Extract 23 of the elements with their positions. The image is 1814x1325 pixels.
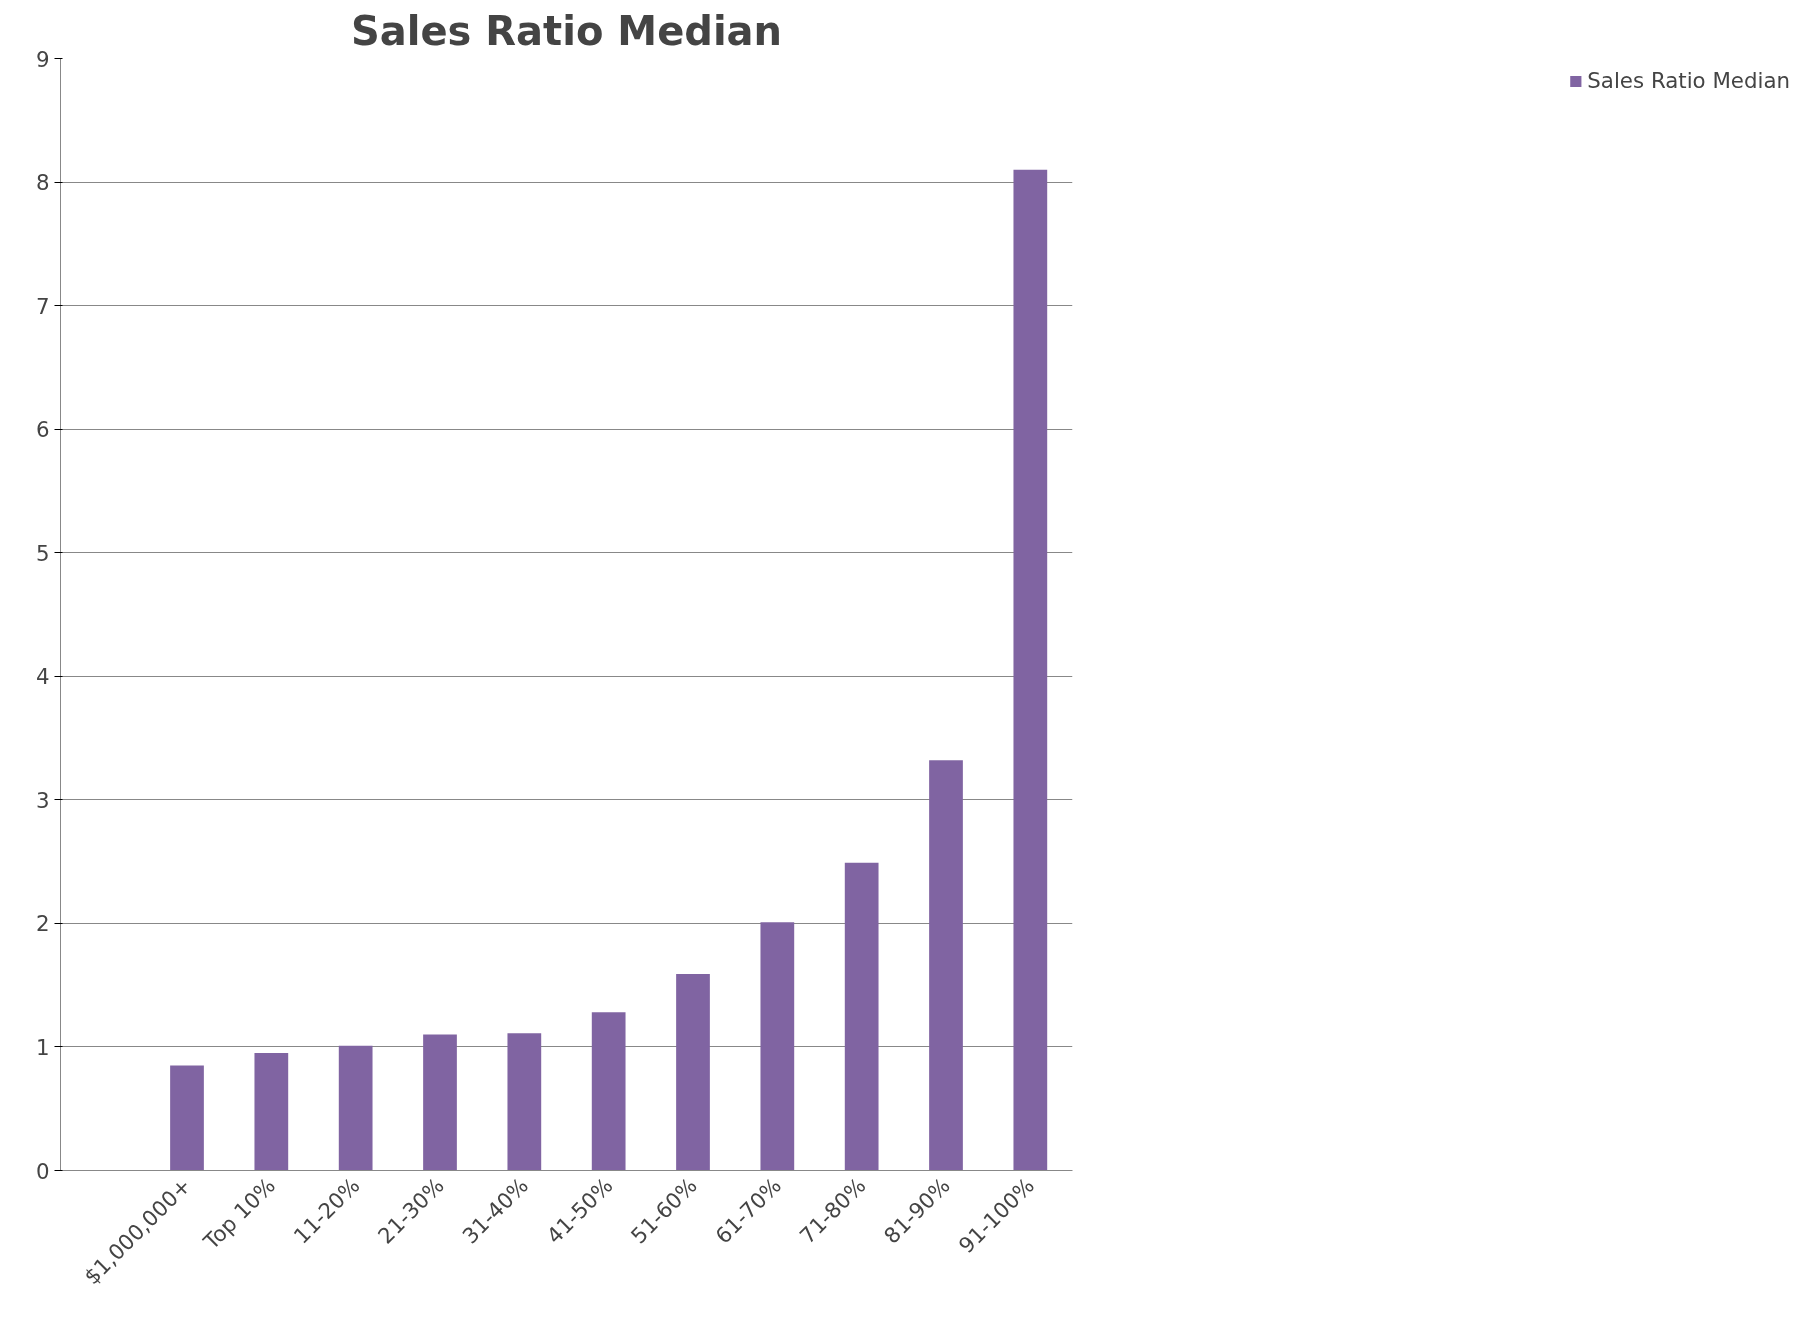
- bar: [844, 862, 879, 1171]
- y-tick-label: 1: [35, 1034, 50, 1060]
- y-tick-label: 7: [35, 293, 50, 319]
- bar: [676, 974, 710, 1171]
- y-tick-label: 2: [35, 911, 50, 937]
- y-tick-label: 6: [35, 417, 50, 443]
- bar: [591, 1012, 626, 1171]
- bar: [423, 1034, 457, 1171]
- bar: [507, 1033, 542, 1171]
- bar: [254, 1053, 289, 1171]
- y-tick-label: 9: [35, 46, 50, 72]
- bar: [170, 1065, 204, 1171]
- bar: [929, 760, 963, 1171]
- legend-label: Sales Ratio Median: [1587, 68, 1790, 93]
- y-tick-label: 4: [35, 664, 50, 690]
- y-tick-label: 0: [35, 1158, 50, 1184]
- chart-title: Sales Ratio Median: [350, 7, 783, 54]
- bar: [1013, 169, 1048, 1171]
- y-tick-label: 3: [35, 787, 50, 813]
- y-tick-label: 8: [35, 170, 50, 196]
- y-tick-label: 5: [35, 540, 50, 566]
- bar: [760, 922, 795, 1171]
- bar: [338, 1045, 373, 1171]
